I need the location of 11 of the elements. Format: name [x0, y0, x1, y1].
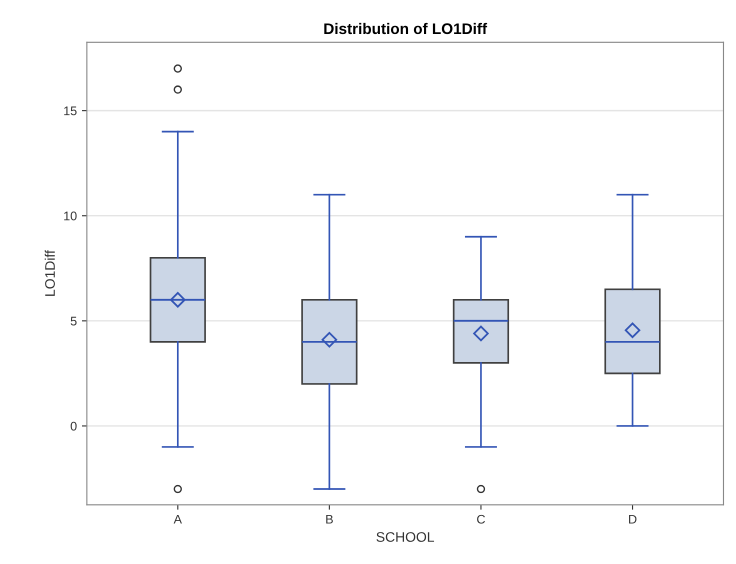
x-tick-label: D — [629, 514, 636, 524]
x-tick-label: A — [174, 514, 182, 524]
y-tick-label: 5 — [70, 316, 77, 326]
y-axis-title: LO1Diff — [44, 250, 55, 296]
y-tick-label: 15 — [64, 106, 77, 116]
x-tick-label: C — [477, 514, 485, 524]
x-axis-title: SCHOOL — [376, 532, 434, 542]
y-tick-label: 10 — [64, 212, 77, 220]
chart-title: Distribution of LO1Diff — [324, 22, 488, 34]
y-tick-label: 0 — [70, 422, 77, 431]
x-tick-label: B — [326, 514, 333, 524]
